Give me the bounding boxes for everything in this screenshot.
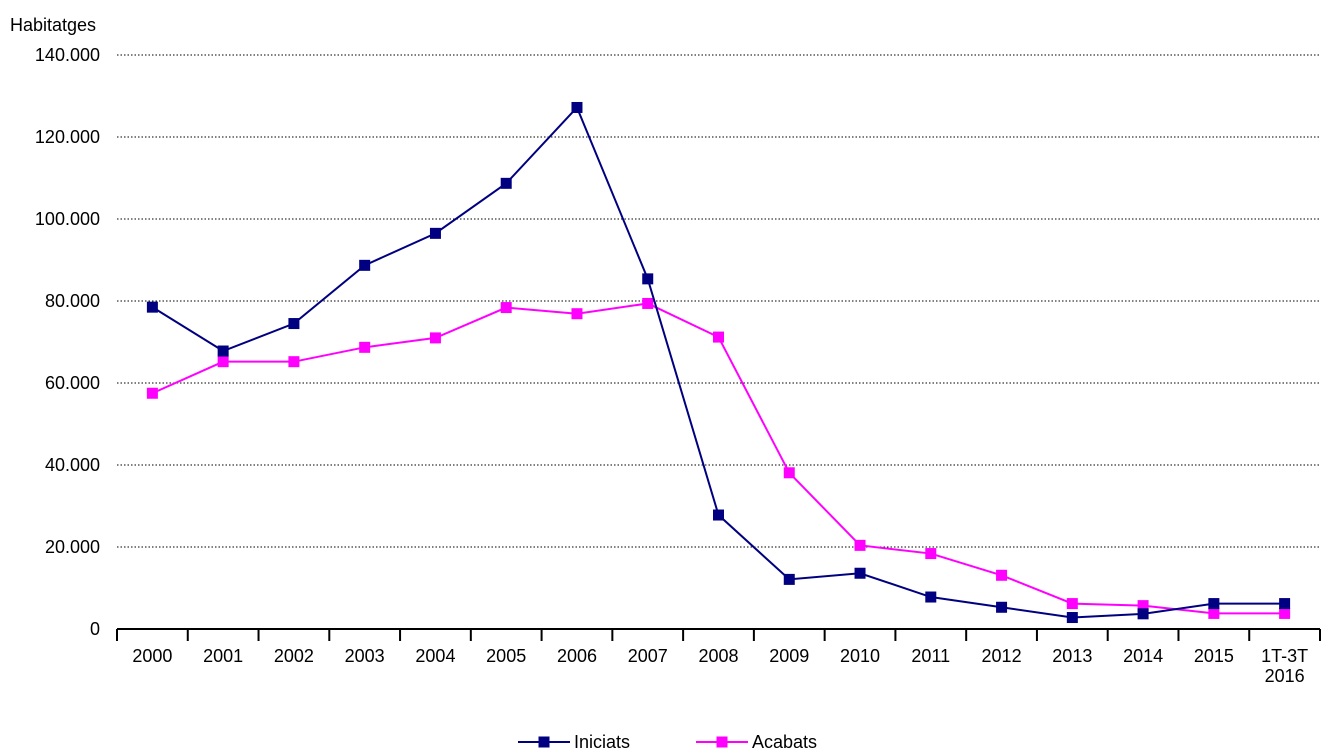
data-point — [288, 318, 300, 330]
data-point — [288, 356, 300, 368]
data-point — [1208, 607, 1220, 619]
data-point — [1137, 600, 1149, 612]
data-point — [500, 302, 512, 314]
data-point — [642, 297, 654, 309]
y-axis-title: Habitatges — [10, 15, 96, 35]
data-point — [783, 467, 795, 479]
data-point — [146, 301, 158, 313]
legend-label: Acabats — [752, 732, 817, 752]
data-point — [359, 341, 371, 353]
y-tick-label: 120.000 — [35, 127, 100, 147]
data-point — [783, 573, 795, 585]
x-tick-label: 2002 — [274, 646, 314, 666]
y-tick-label: 140.000 — [35, 45, 100, 65]
y-tick-labels: 0 20.000 40.000 60.000 80.000 100.000 120.000 1… — [35, 45, 100, 639]
x-tick-label: 2009 — [769, 646, 809, 666]
data-point — [713, 331, 724, 343]
x-tick-label: 2003 — [345, 646, 385, 666]
series-line — [151, 105, 1285, 619]
x-tick-label: 2011 — [911, 646, 950, 666]
data-point — [1066, 598, 1078, 610]
x-tick-label: 2015 — [1194, 646, 1234, 666]
y-tick-label: 100.000 — [35, 209, 100, 229]
data-point — [571, 101, 583, 113]
x-tick-label: 2004 — [415, 646, 455, 666]
data-point — [713, 509, 724, 521]
x-tick-label: 1T-3T — [1261, 646, 1308, 666]
x-tick-label: 2013 — [1052, 646, 1092, 666]
series-line — [151, 302, 1285, 615]
data-point — [996, 601, 1008, 613]
legend-item-acabats: Acabats — [696, 732, 817, 752]
x-axis: 2000 2001 2002 2003 2004 2005 2006 2007 2008 2009… — [116, 628, 1321, 686]
data-point — [996, 569, 1008, 581]
data-point — [1279, 607, 1291, 619]
x-tick-label: 2010 — [840, 646, 880, 666]
data-point — [642, 273, 654, 285]
data-point — [429, 332, 441, 344]
legend-marker — [716, 736, 728, 748]
x-tick-label: 2007 — [628, 646, 668, 666]
y-tick-label: 0 — [90, 619, 100, 639]
legend-marker — [538, 736, 550, 748]
data-point — [146, 387, 158, 399]
series-acabats — [146, 297, 1291, 619]
y-tick-label: 80.000 — [45, 291, 100, 311]
x-tick-label: 2008 — [698, 646, 738, 666]
data-point — [1208, 598, 1220, 610]
data-point — [854, 539, 866, 551]
data-point — [217, 356, 229, 368]
x-tick-label: 2006 — [557, 646, 597, 666]
x-tick-label: 2001 — [203, 646, 243, 666]
y-tick-label: 20.000 — [45, 537, 100, 557]
data-point — [571, 308, 583, 320]
x-tick-label: 2000 — [132, 646, 172, 666]
data-point — [359, 259, 371, 271]
data-point — [217, 345, 229, 357]
data-point — [1279, 598, 1291, 610]
series-iniciats — [146, 101, 1291, 624]
x-tick-label: 2012 — [982, 646, 1022, 666]
x-tick-label: 2016 — [1265, 666, 1305, 686]
legend-item-iniciats: Iniciats — [518, 732, 630, 752]
data-point — [500, 177, 512, 189]
legend-label: Iniciats — [574, 732, 630, 752]
data-point — [1137, 608, 1149, 620]
x-tick-label: 2005 — [486, 646, 526, 666]
y-tick-label: 60.000 — [45, 373, 100, 393]
x-tick-label: 2014 — [1123, 646, 1163, 666]
data-point — [1066, 612, 1078, 624]
data-point — [925, 591, 937, 603]
legend: Iniciats Acabats — [518, 732, 817, 752]
data-point — [429, 227, 441, 239]
y-tick-label: 40.000 — [45, 455, 100, 475]
series-layer — [146, 101, 1291, 624]
gridlines — [117, 54, 1320, 548]
data-point — [925, 548, 937, 560]
data-point — [854, 567, 866, 579]
